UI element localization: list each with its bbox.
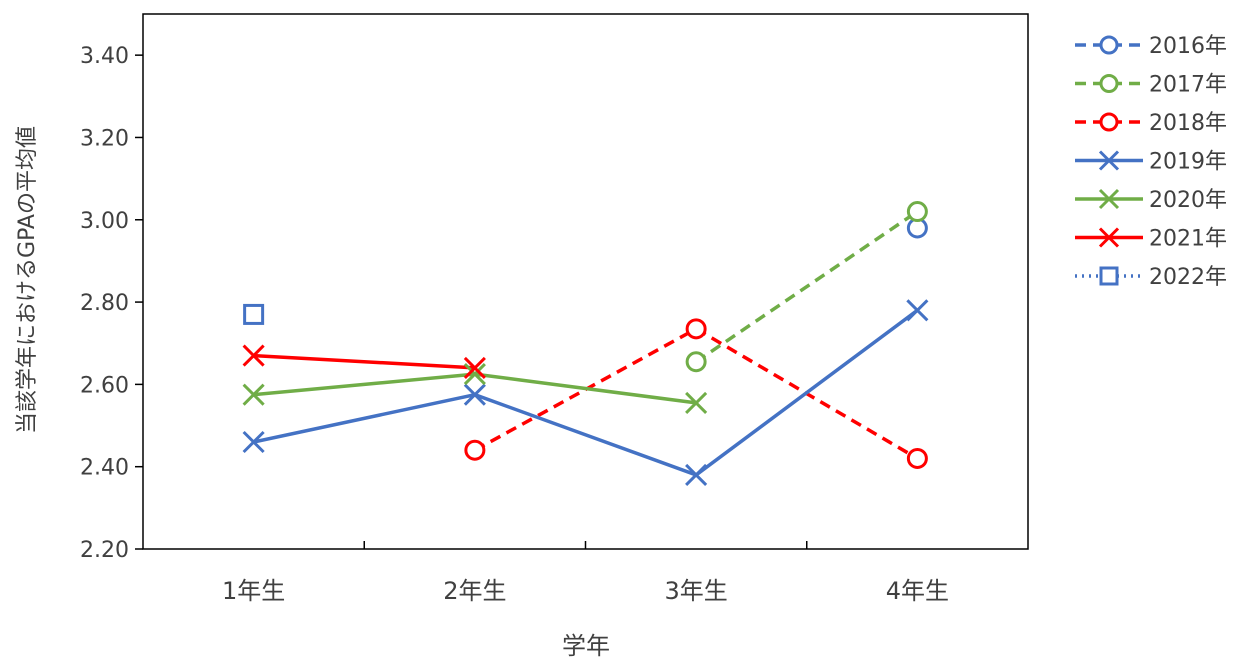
- legend-item: 2022年: [1075, 265, 1227, 290]
- data-point: [685, 351, 707, 373]
- legend-marker: [1098, 188, 1120, 210]
- data-point: [906, 299, 929, 322]
- data-point: [463, 356, 486, 379]
- legend-item: 2019年: [1075, 150, 1227, 175]
- y-tick-label: 3.20: [80, 126, 129, 151]
- legend-marker: [1099, 35, 1119, 55]
- legend-label: 2021年: [1149, 227, 1227, 252]
- x-tick-label: 3年生: [664, 577, 727, 605]
- series-markers: [242, 201, 929, 486]
- data-point: [685, 318, 707, 340]
- legend-label: 2017年: [1149, 73, 1227, 98]
- legend-label: 2018年: [1149, 111, 1227, 136]
- data-point: [685, 391, 708, 414]
- legend-label: 2016年: [1149, 34, 1227, 59]
- data-point: [464, 439, 486, 461]
- y-tick-label: 2.40: [80, 456, 129, 481]
- series-line: [253, 308, 919, 477]
- data-point: [463, 383, 486, 406]
- plot-area-border: [142, 13, 1029, 550]
- legend-marker: [1099, 112, 1119, 132]
- legend: 2016年 2017年 2018年 2019年 2020年 2021年 2022年: [1075, 34, 1227, 290]
- legend-item: 2021年: [1075, 227, 1227, 252]
- legend-item: 2016年: [1075, 34, 1227, 59]
- series-line: [474, 327, 919, 460]
- x-tick-label: 4年生: [886, 577, 949, 605]
- data-point: [685, 463, 708, 486]
- y-tick-label: 2.60: [80, 373, 129, 398]
- data-point: [242, 430, 265, 454]
- data-point: [243, 303, 265, 325]
- legend-marker: [1098, 227, 1120, 248]
- x-tick-label: 1年生: [222, 577, 285, 605]
- x-axis-title: 学年: [562, 632, 610, 660]
- legend-item: 2018年: [1075, 111, 1227, 136]
- data-point: [906, 201, 928, 223]
- series-line: [253, 353, 475, 370]
- legend-marker: [1098, 150, 1120, 171]
- y-axis-title: 当該学年におけるGPAの平均値: [15, 126, 40, 434]
- y-tick-label: 2.20: [80, 538, 129, 563]
- series-lines: [253, 210, 919, 477]
- legend-marker: [1099, 74, 1119, 93]
- x-tick-label: 2年生: [443, 577, 506, 605]
- y-tick-label: 3.00: [80, 209, 129, 234]
- y-tick-label: 2.80: [80, 291, 129, 316]
- legend-item: 2017年: [1075, 73, 1227, 98]
- y-tick-label: 3.40: [80, 44, 129, 69]
- legend-label: 2020年: [1149, 188, 1227, 213]
- data-point: [242, 383, 265, 406]
- series-line: [253, 372, 697, 405]
- data-point: [242, 344, 265, 367]
- legend-marker: [1099, 266, 1119, 286]
- data-point: [463, 363, 486, 386]
- axes: 2.20 2.40 2.60 2.80 3.00 3.20 3.40 1年生 2年生 3年生 4年生: [80, 13, 1029, 605]
- legend-item: 2020年: [1075, 188, 1227, 213]
- series-line: [695, 210, 919, 364]
- data-point: [906, 447, 928, 469]
- legend-label: 2019年: [1149, 150, 1227, 175]
- legend-label: 2022年: [1149, 265, 1227, 290]
